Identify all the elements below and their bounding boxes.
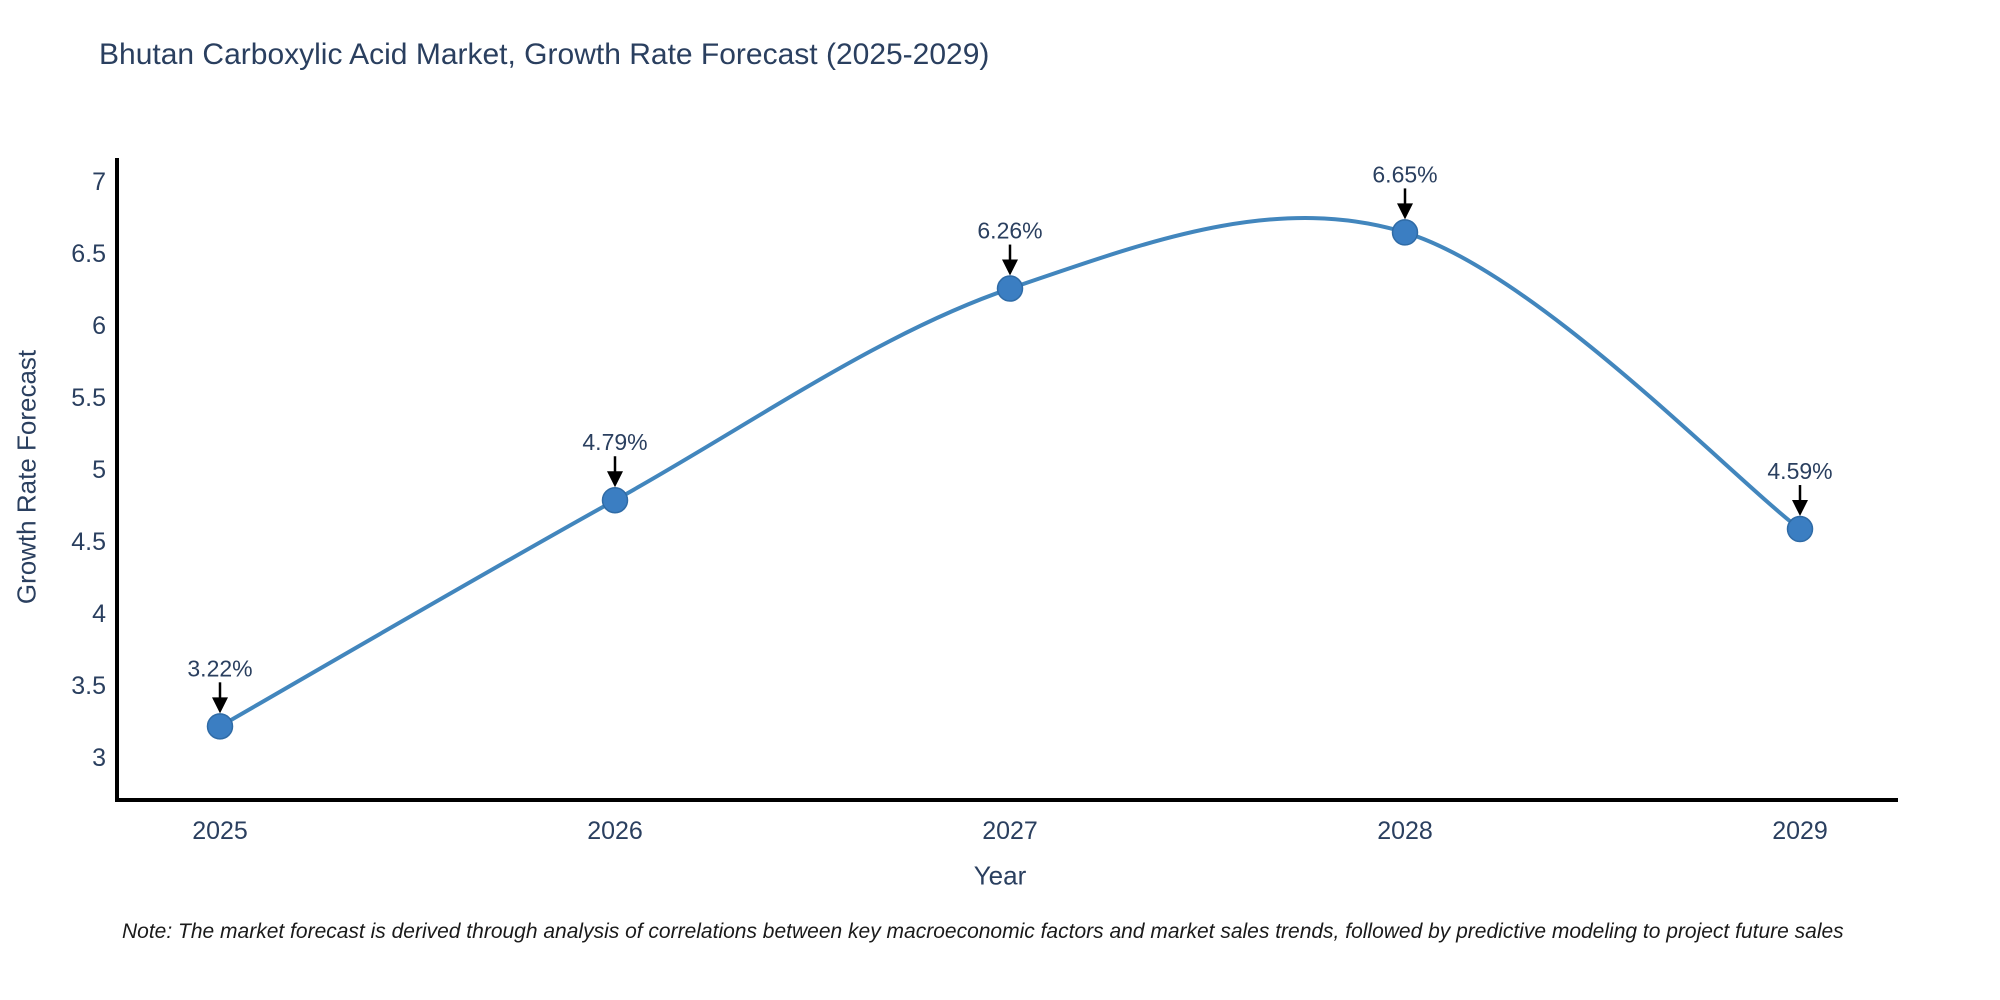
annotation-arrowhead-icon — [607, 471, 623, 488]
y-tick-label: 6 — [92, 312, 106, 340]
x-tick-label: 2025 — [192, 817, 248, 845]
y-tick-label: 5 — [92, 456, 106, 484]
footnote: Note: The market forecast is derived thr… — [122, 920, 1844, 943]
y-tick-label: 4 — [92, 600, 106, 628]
point-annotation-label: 6.26% — [977, 218, 1042, 244]
y-tick-label: 7 — [92, 168, 106, 196]
data-point-marker — [1391, 219, 1419, 246]
annotation-arrowhead-icon — [1397, 203, 1413, 220]
y-tick-label: 3.5 — [71, 672, 106, 700]
data-point-marker — [206, 713, 234, 740]
point-annotation-label: 3.22% — [187, 655, 252, 681]
y-tick-label: 6.5 — [71, 240, 106, 268]
annotation-arrowhead-icon — [212, 697, 228, 714]
x-tick-label: 2026 — [587, 817, 643, 845]
x-axis-title: Year — [973, 860, 1027, 891]
y-tick-label: 4.5 — [71, 528, 106, 556]
x-tick-label: 2029 — [1772, 817, 1828, 845]
y-axis-title: Growth Rate Forecast — [11, 349, 42, 605]
y-tick-label: 5.5 — [71, 384, 106, 412]
y-tick-label: 3 — [92, 744, 106, 772]
data-point-marker — [996, 275, 1024, 302]
annotation-arrowhead-icon — [1002, 259, 1018, 276]
x-tick-label: 2028 — [1377, 817, 1433, 845]
chart-title: Bhutan Carboxylic Acid Market, Growth Ra… — [99, 38, 990, 71]
point-annotation-label: 6.65% — [1372, 161, 1437, 187]
x-tick-label: 2027 — [982, 817, 1038, 845]
data-point-marker — [1786, 515, 1814, 543]
point-annotation-label: 4.79% — [582, 429, 647, 455]
annotation-arrowhead-icon — [1792, 500, 1808, 517]
point-annotation-label: 4.59% — [1767, 458, 1832, 484]
data-point-marker — [601, 486, 629, 514]
